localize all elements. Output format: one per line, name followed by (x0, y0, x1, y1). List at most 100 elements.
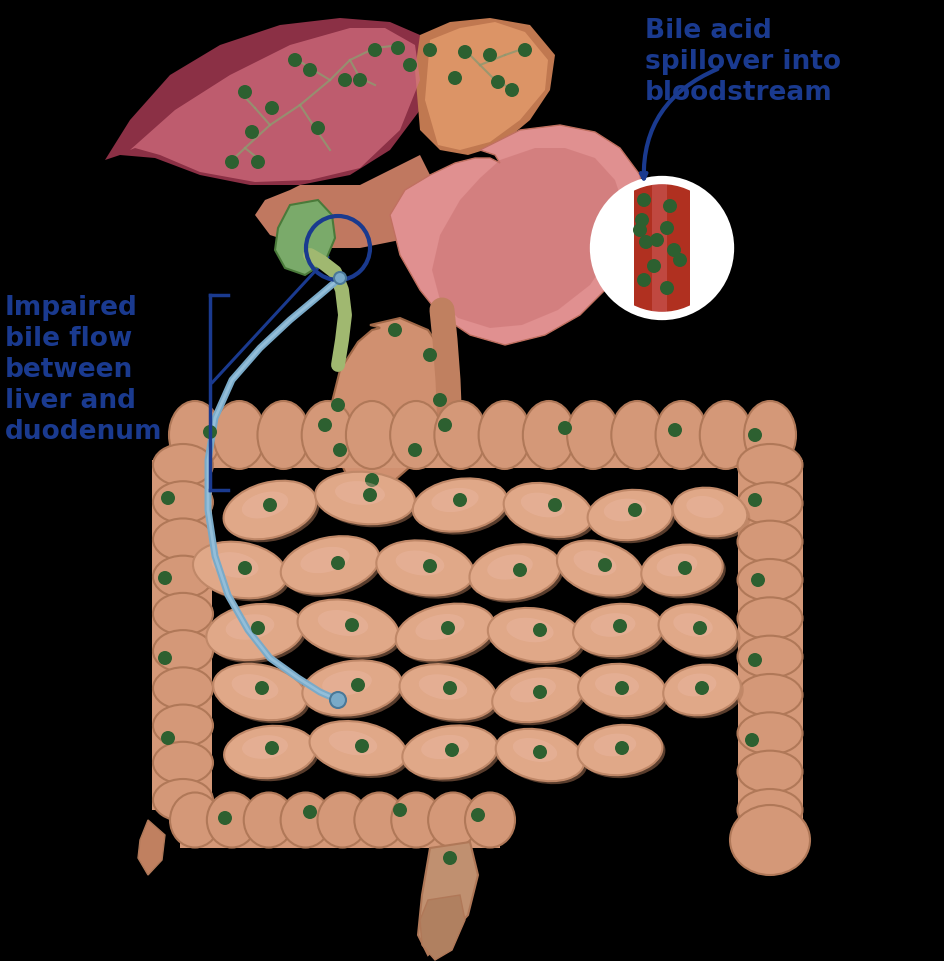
Ellipse shape (280, 793, 330, 848)
Ellipse shape (736, 598, 801, 639)
Circle shape (338, 73, 351, 87)
Circle shape (615, 681, 629, 695)
Circle shape (423, 348, 436, 362)
Ellipse shape (566, 401, 618, 469)
Ellipse shape (213, 664, 307, 720)
Circle shape (408, 443, 422, 457)
Ellipse shape (405, 728, 500, 781)
Ellipse shape (354, 793, 404, 848)
Circle shape (594, 180, 729, 316)
Ellipse shape (736, 712, 801, 754)
Ellipse shape (210, 607, 307, 663)
Ellipse shape (658, 604, 736, 655)
Ellipse shape (153, 779, 212, 821)
Ellipse shape (280, 536, 379, 594)
Polygon shape (651, 180, 666, 316)
Circle shape (423, 43, 436, 57)
Circle shape (353, 73, 366, 87)
Circle shape (264, 101, 278, 115)
Circle shape (744, 733, 758, 747)
Ellipse shape (391, 793, 441, 848)
Ellipse shape (305, 663, 404, 719)
Ellipse shape (227, 483, 319, 542)
Circle shape (423, 559, 436, 573)
Ellipse shape (431, 488, 478, 512)
Circle shape (482, 48, 497, 62)
Ellipse shape (573, 551, 615, 576)
Circle shape (432, 393, 447, 407)
Circle shape (333, 272, 346, 284)
Ellipse shape (402, 726, 497, 778)
Circle shape (672, 253, 686, 267)
Ellipse shape (641, 545, 722, 596)
Circle shape (393, 803, 407, 817)
Ellipse shape (736, 521, 801, 563)
Circle shape (513, 563, 527, 577)
Circle shape (303, 63, 316, 77)
Ellipse shape (297, 600, 398, 656)
Polygon shape (329, 318, 447, 490)
Ellipse shape (672, 613, 712, 637)
Ellipse shape (581, 667, 668, 719)
Ellipse shape (153, 667, 212, 709)
Ellipse shape (469, 544, 560, 600)
Ellipse shape (153, 630, 212, 672)
Polygon shape (105, 18, 430, 185)
Circle shape (355, 739, 368, 753)
Ellipse shape (699, 401, 751, 469)
Circle shape (160, 731, 175, 745)
Ellipse shape (510, 678, 555, 702)
Circle shape (160, 491, 175, 505)
Circle shape (504, 83, 518, 97)
Circle shape (557, 421, 571, 435)
Ellipse shape (301, 401, 353, 469)
Circle shape (441, 621, 454, 635)
Circle shape (225, 155, 239, 169)
Circle shape (491, 75, 504, 89)
Circle shape (264, 741, 278, 755)
Ellipse shape (302, 660, 401, 716)
Circle shape (437, 418, 451, 432)
Ellipse shape (283, 539, 381, 597)
Ellipse shape (322, 671, 371, 696)
Ellipse shape (153, 555, 212, 598)
Ellipse shape (211, 553, 259, 578)
Circle shape (632, 223, 647, 237)
Ellipse shape (379, 543, 476, 599)
Ellipse shape (520, 493, 565, 517)
Circle shape (318, 418, 331, 432)
Circle shape (255, 681, 269, 695)
Polygon shape (417, 842, 478, 955)
Circle shape (329, 692, 346, 708)
Ellipse shape (244, 793, 294, 848)
Ellipse shape (335, 481, 384, 505)
Circle shape (262, 498, 277, 512)
Ellipse shape (663, 665, 740, 715)
Circle shape (158, 651, 172, 665)
Ellipse shape (590, 493, 675, 543)
Ellipse shape (736, 635, 801, 678)
Circle shape (445, 743, 459, 757)
Ellipse shape (312, 724, 409, 778)
Ellipse shape (169, 401, 221, 469)
Circle shape (636, 193, 650, 207)
Circle shape (364, 473, 379, 487)
Circle shape (694, 681, 708, 695)
Ellipse shape (506, 486, 595, 540)
Circle shape (345, 618, 359, 632)
Ellipse shape (492, 668, 583, 723)
Ellipse shape (428, 793, 478, 848)
Circle shape (667, 423, 682, 437)
Circle shape (548, 498, 562, 512)
Ellipse shape (227, 728, 318, 781)
Circle shape (402, 58, 416, 72)
Ellipse shape (506, 618, 553, 642)
Circle shape (238, 85, 252, 99)
Ellipse shape (736, 559, 801, 601)
Polygon shape (390, 125, 645, 345)
Circle shape (158, 571, 172, 585)
Ellipse shape (472, 547, 563, 603)
Ellipse shape (503, 482, 592, 537)
Ellipse shape (153, 481, 212, 523)
Circle shape (443, 681, 457, 695)
